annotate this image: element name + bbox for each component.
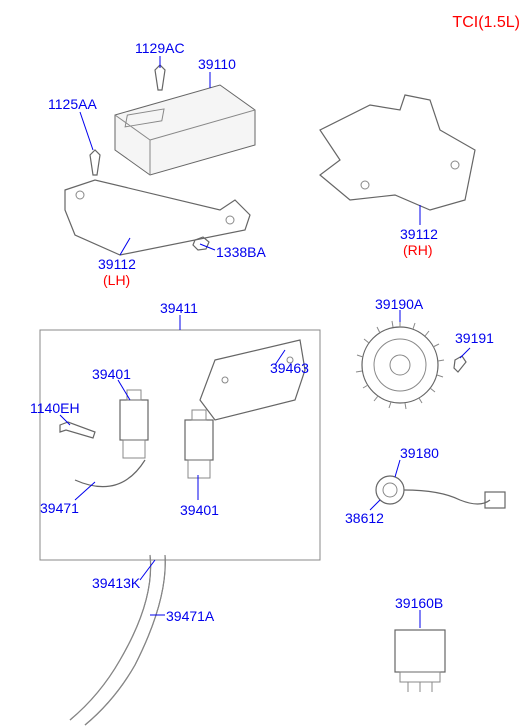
label-39110: 39110	[198, 56, 236, 72]
label-39160b: 39160B	[395, 595, 443, 611]
part-gear-39190a	[356, 321, 444, 409]
label-lh: (LH)	[103, 272, 130, 288]
label-39180: 39180	[400, 445, 439, 461]
label-39471: 39471	[40, 500, 79, 516]
part-bracket-39463	[200, 340, 305, 420]
label-39471a: 39471A	[166, 608, 214, 624]
label-39413k: 39413K	[92, 575, 140, 591]
label-1338ba: 1338BA	[216, 244, 266, 260]
label-39411: 39411	[160, 300, 198, 316]
label-39401b: 39401	[180, 502, 219, 518]
part-solenoid-left	[120, 390, 148, 458]
part-relay-39160b	[395, 630, 445, 692]
label-39463: 39463	[270, 360, 309, 376]
part-sensor-39180	[376, 476, 505, 508]
part-screw-1129ac	[155, 65, 165, 90]
part-hose-39471	[75, 460, 145, 487]
part-screw-39191	[454, 356, 466, 372]
part-bracket-rh	[320, 95, 475, 210]
part-screw-1125aa	[90, 150, 100, 175]
part-bolt-1140eh	[60, 422, 95, 438]
label-39112-lh: 39112	[98, 256, 136, 272]
label-39112-rh: 39112	[400, 226, 438, 242]
label-1125aa: 1125AA	[48, 96, 97, 112]
label-39401a: 39401	[92, 366, 131, 382]
label-38612: 38612	[345, 510, 384, 526]
label-1129ac: 1129AC	[135, 40, 185, 56]
label-rh: (RH)	[403, 242, 433, 258]
part-solenoid-right	[185, 410, 213, 478]
label-39190a: 39190A	[375, 296, 423, 312]
label-1140eh: 1140EH	[30, 400, 80, 416]
part-ecu	[115, 85, 255, 175]
label-39191: 39191	[455, 330, 494, 346]
